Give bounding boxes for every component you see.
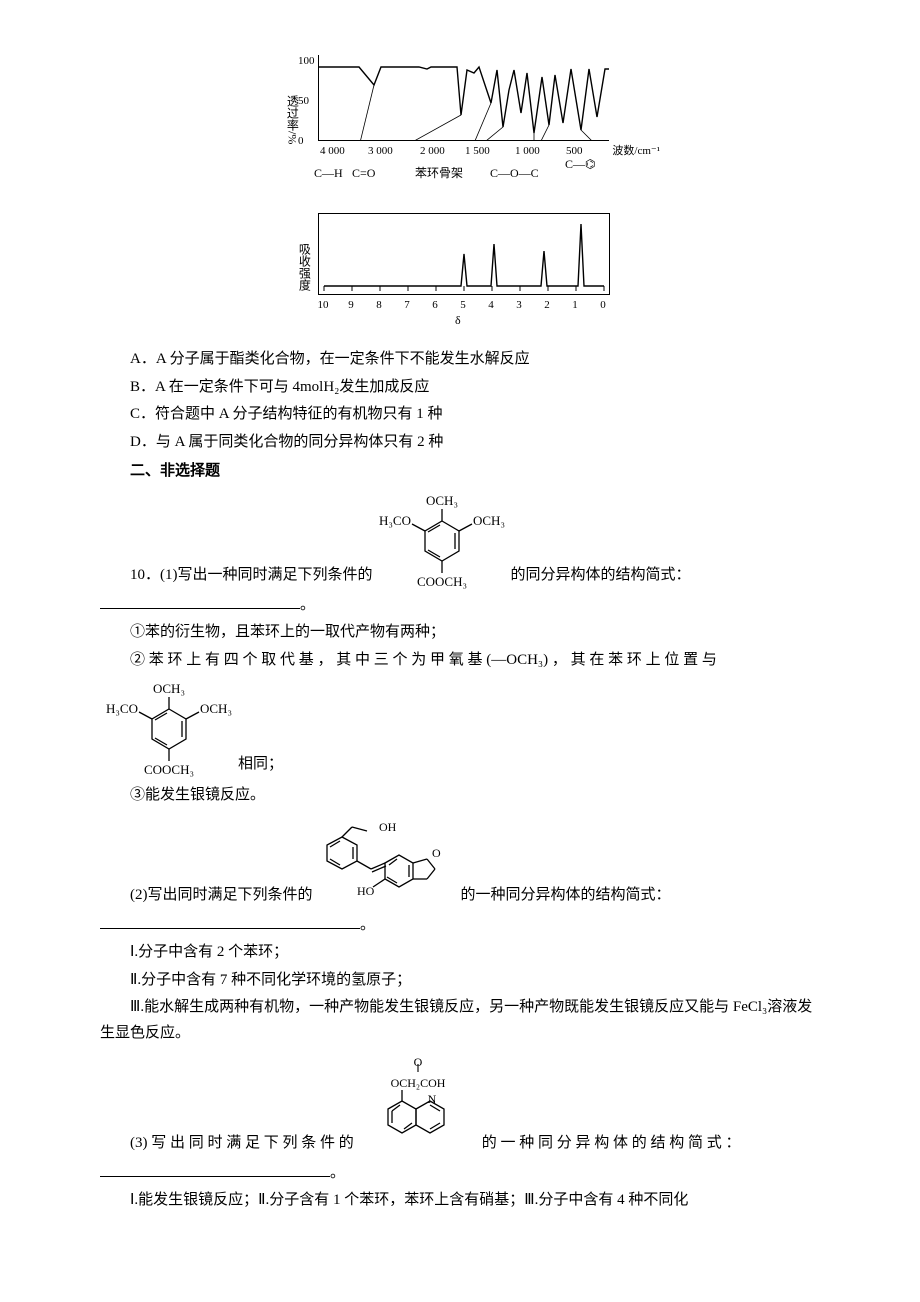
svg-text:OCH₃: OCH₃ <box>426 493 458 508</box>
option-b: B．A 在一定条件下可与 4molH₂发生加成反应 <box>130 375 820 401</box>
q10-c2-mol-line: OCH₃ OCH₃ H₃CO COOCH₃ 相同； <box>100 677 820 781</box>
ir-ytick: 100 <box>298 52 315 71</box>
q2-post: 的一种同分异构体的结构简式： <box>461 883 671 913</box>
q2-c2: Ⅱ.分子中含有 7 种不同化学环境的氢原子； <box>100 968 820 994</box>
svg-text:O: O <box>432 846 441 860</box>
nmr-xtick: 2 <box>540 296 554 315</box>
molecule-svg: OH HO O <box>317 817 457 907</box>
ir-peak-label: C—⌬ <box>565 154 595 174</box>
nmr-chart: 吸收强度 δ 109876543210 <box>290 208 630 328</box>
nmr-xtick: 4 <box>484 296 498 315</box>
ir-trace <box>319 55 609 140</box>
svg-text:OCH₂COH: OCH₂COH <box>390 1076 445 1090</box>
q3-blank-line: 。 <box>100 1161 820 1187</box>
svg-text:‖: ‖ <box>416 1061 419 1075</box>
q3-line: (3) 写 出 同 时 满 足 下 列 条 件 的 O ‖ OCH₂COH N … <box>100 1052 820 1160</box>
option-c: C．符合题中 A 分子结构特征的有机物只有 1 种 <box>130 402 820 428</box>
ir-xtick: 4 000 <box>320 142 345 161</box>
nmr-xtick: 1 <box>568 296 582 315</box>
ir-chart: 透过率/% 100 50 0 4 000 3 000 2 000 1 500 1… <box>290 50 630 180</box>
q10-blank-line: 。 <box>100 593 820 619</box>
ir-ytick: 50 <box>298 92 309 111</box>
ir-xtick: 2 000 <box>420 142 445 161</box>
answer-blank <box>100 593 300 609</box>
q10-c2-post: 相同； <box>238 752 283 782</box>
q10-c3: ③能发生银镜反应。 <box>100 783 820 809</box>
nmr-trace <box>319 214 609 294</box>
ir-xtick: 1 000 <box>515 142 540 161</box>
nmr-xtick: 9 <box>344 296 358 315</box>
ir-xtick: 3 000 <box>368 142 393 161</box>
ir-plot-area <box>318 55 609 141</box>
nmr-xtick: 5 <box>456 296 470 315</box>
svg-text:N: N <box>427 1092 436 1106</box>
q2-c3: Ⅲ.能水解生成两种有机物，一种产物能发生银镜反应，另一种产物既能发生银镜反应又能… <box>100 995 820 1046</box>
q2-line: (2)写出同时满足下列条件的 <box>100 815 820 913</box>
ir-peak-label: C=O <box>352 163 375 183</box>
q2-blank-line: 。 <box>100 913 820 939</box>
nmr-xtick: 7 <box>400 296 414 315</box>
ir-spectrum-figure: 透过率/% 100 50 0 4 000 3 000 2 000 1 500 1… <box>100 50 820 190</box>
ir-peak-label: C—H <box>314 163 343 183</box>
molecule-3: O ‖ OCH₂COH N <box>354 1052 482 1160</box>
q2-pre: (2)写出同时满足下列条件的 <box>100 883 313 913</box>
nmr-xtick: 0 <box>596 296 610 315</box>
ir-peak-label: 苯环骨架 <box>415 163 463 183</box>
q3-post: 的 一 种 同 分 异 构 体 的 结 构 简 式 ： <box>482 1131 741 1161</box>
q10-intro-post: 的同分异构体的结构简式： <box>511 563 691 593</box>
nmr-xtick: 6 <box>428 296 442 315</box>
nmr-spectrum-figure: 吸收强度 δ 109876543210 <box>100 200 820 338</box>
molecule-svg: OCH₃ OCH₃ H₃CO COOCH₃ <box>104 679 234 779</box>
svg-text:OCH₃: OCH₃ <box>200 701 232 716</box>
answer-blank <box>100 913 360 929</box>
q10-c1: ①苯的衍生物，且苯环上的一取代产物有两种； <box>100 620 820 646</box>
nmr-ylabel: 吸收强度 <box>294 243 314 291</box>
svg-text:COOCH₃: COOCH₃ <box>416 574 466 589</box>
ir-ytick: 0 <box>298 132 304 151</box>
svg-text:OH: OH <box>379 820 397 834</box>
molecule-svg: O ‖ OCH₂COH N <box>358 1054 478 1154</box>
molecule-svg: OCH₃ OCH₃ H₃CO COOCH₃ <box>377 491 507 591</box>
molecule-trimethoxy-benzoate-ref: OCH₃ OCH₃ H₃CO COOCH₃ <box>100 677 238 781</box>
ir-peak-label: C—O—C <box>490 163 539 183</box>
section-2-title: 二、非选择题 <box>130 459 820 485</box>
q10-c2-pre: ② 苯 环 上 有 四 个 取 代 基 ， 其 中 三 个 为 甲 氧 基 (—… <box>100 648 717 678</box>
nmr-plot-area <box>318 213 610 295</box>
option-a: A．A 分子属于酯类化合物，在一定条件下不能发生水解反应 <box>130 347 820 373</box>
molecule-trimethoxy-benzoate: OCH₃ OCH₃ H₃CO COOCH₃ <box>373 489 511 593</box>
ir-xlabel: 波数/cm⁻¹ <box>612 142 660 161</box>
svg-text:HO: HO <box>357 884 375 898</box>
answer-blank <box>100 1161 330 1177</box>
svg-text:H₃CO: H₃CO <box>379 513 411 528</box>
nmr-xtick: 10 <box>316 296 330 315</box>
svg-text:H₃CO: H₃CO <box>106 701 138 716</box>
q10-c2-line: ② 苯 环 上 有 四 个 取 代 基 ， 其 中 三 个 为 甲 氧 基 (—… <box>100 648 820 678</box>
q3-c1: Ⅰ.能发生银镜反应；Ⅱ.分子含有 1 个苯环，苯环上含有硝基；Ⅲ.分子中含有 4… <box>100 1188 820 1214</box>
svg-text:OCH₃: OCH₃ <box>153 681 185 696</box>
q10-1-line: 10．(1)写出一种同时满足下列条件的 OCH₃ OCH₃ H₃CO COOCH… <box>100 489 820 593</box>
ir-xtick: 1 500 <box>465 142 490 161</box>
svg-text:COOCH₃: COOCH₃ <box>144 762 194 777</box>
molecule-2: OH HO O <box>313 815 461 913</box>
svg-text:OCH₃: OCH₃ <box>473 513 505 528</box>
q10-intro-pre: 10．(1)写出一种同时满足下列条件的 <box>100 563 373 593</box>
nmr-xtick: 8 <box>372 296 386 315</box>
option-d: D．与 A 属于同类化合物的同分异构体只有 2 种 <box>130 430 820 456</box>
q2-c1: Ⅰ.分子中含有 2 个苯环； <box>100 940 820 966</box>
q3-pre: (3) 写 出 同 时 满 足 下 列 条 件 的 <box>100 1131 354 1161</box>
nmr-xtick: 3 <box>512 296 526 315</box>
